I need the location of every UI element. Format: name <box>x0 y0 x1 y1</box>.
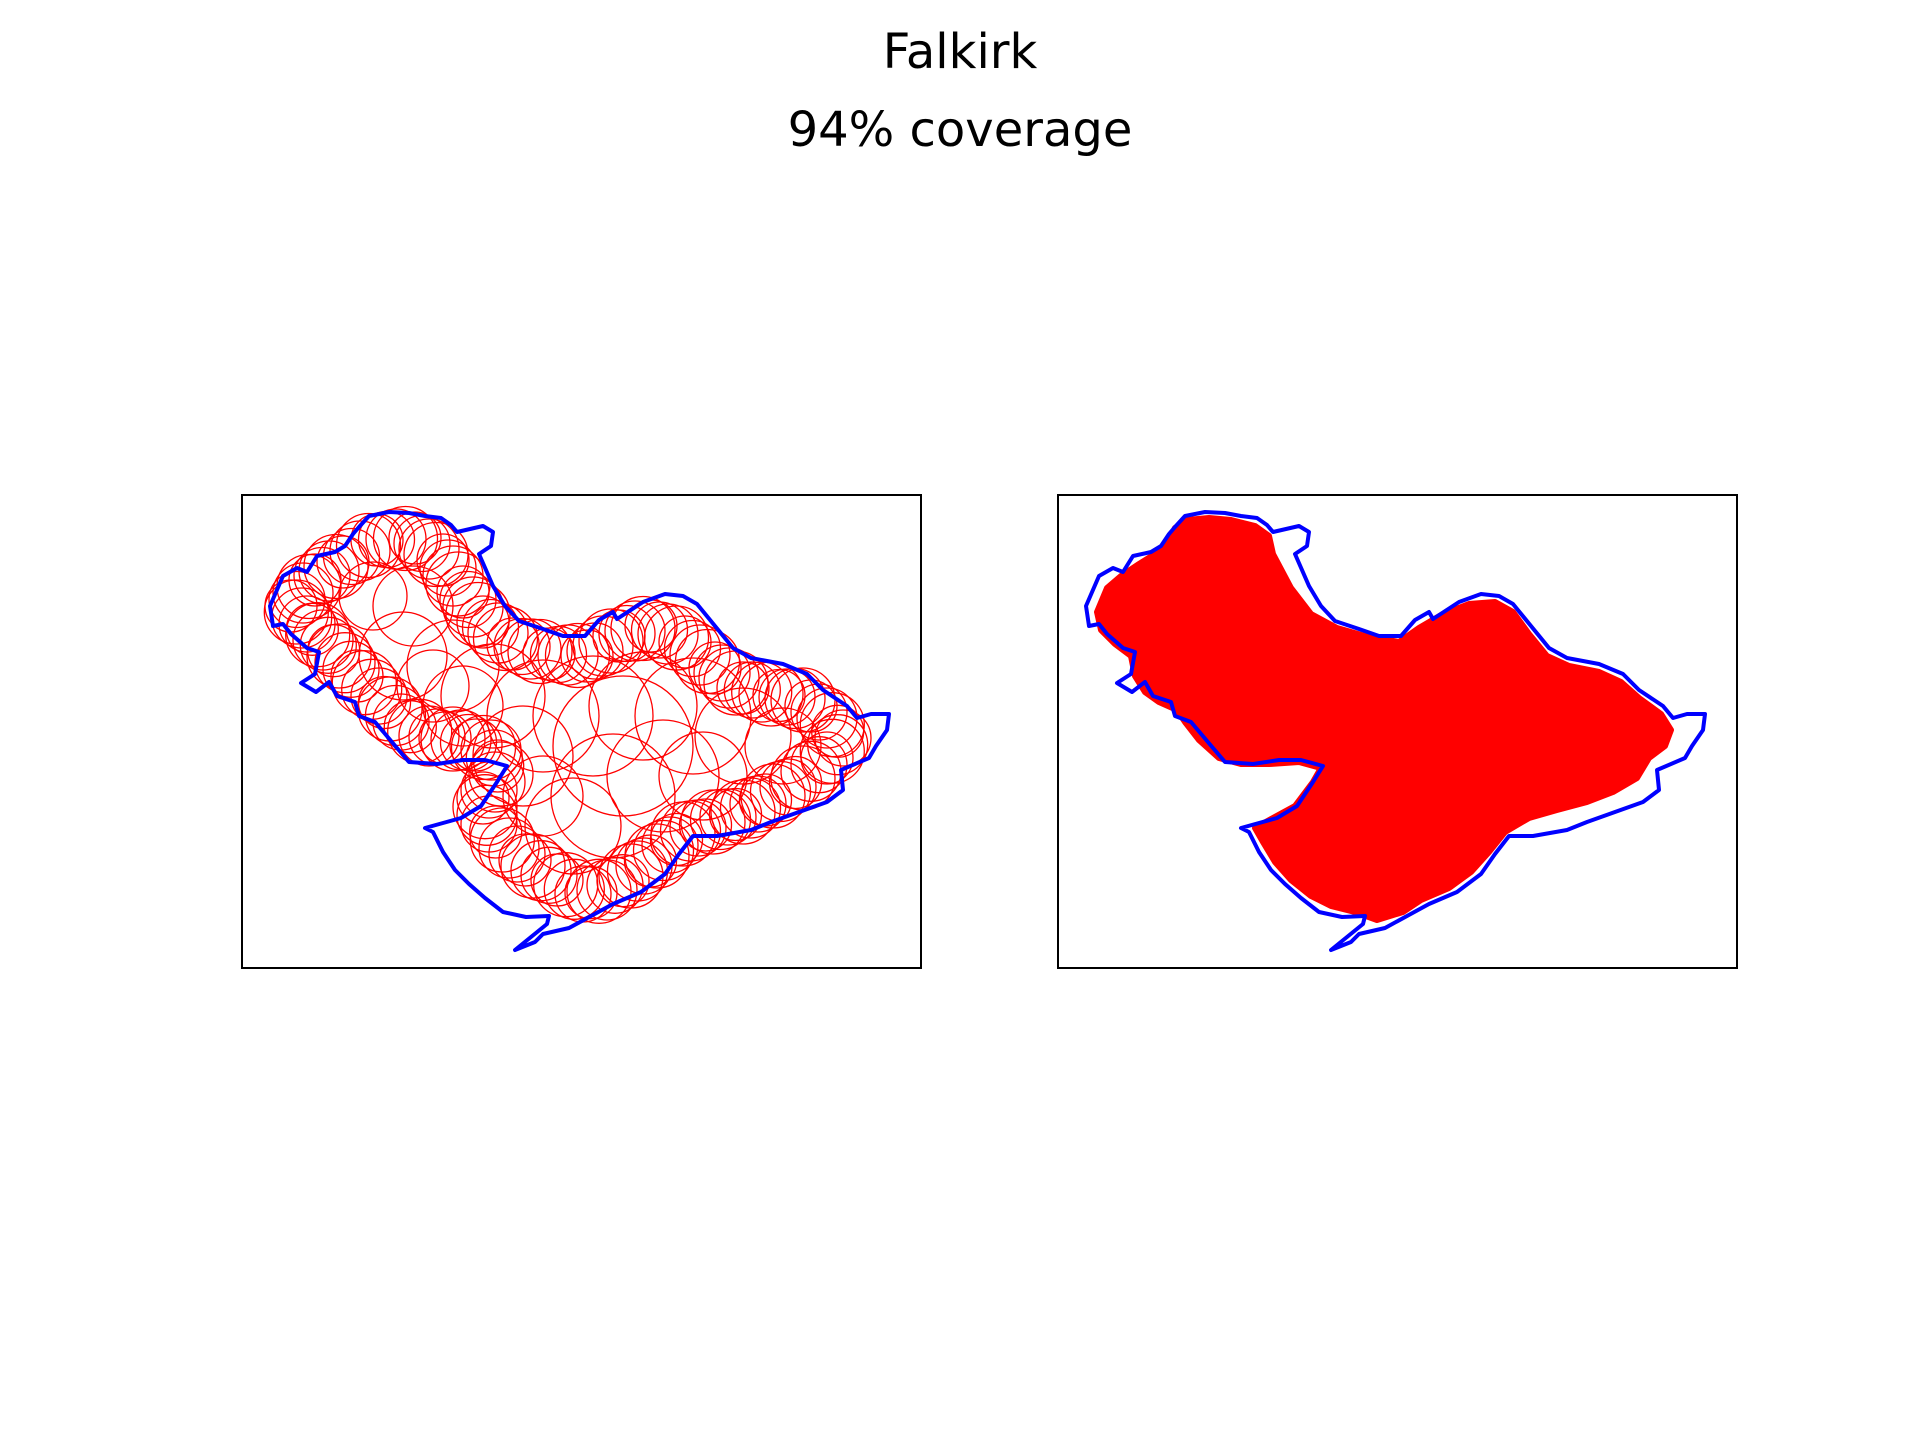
coverage-circle <box>699 788 757 846</box>
coverage-circle <box>552 675 694 817</box>
coverage-circle <box>372 565 454 647</box>
circles-map <box>263 505 891 952</box>
coverage-circle <box>693 644 751 702</box>
coverage-circle <box>314 632 376 694</box>
coverage-circle <box>335 512 402 579</box>
coverage-circle <box>532 655 654 777</box>
coverage-circle <box>524 777 622 875</box>
coverage-circle <box>800 731 854 785</box>
coverage-circle <box>634 657 752 775</box>
coverage-circle <box>588 651 698 761</box>
coverage-circle <box>632 819 695 882</box>
coverage-circle <box>507 618 573 685</box>
figure-subtitle: 94% coverage <box>787 102 1133 158</box>
coverage-circle <box>708 787 763 842</box>
coverage-circle <box>468 741 534 807</box>
coverage-circle <box>272 562 334 624</box>
coverage-circle <box>338 561 408 631</box>
filled-coverage-panel <box>1057 494 1738 969</box>
coverage-circle <box>530 853 584 907</box>
coverage-circle <box>449 718 503 772</box>
coverage-circle <box>716 661 770 715</box>
coverage-circle <box>598 604 656 663</box>
coverage-circle <box>768 755 823 810</box>
coverage-circle <box>502 755 584 837</box>
coverage-circle <box>322 640 380 698</box>
coverage-circle <box>510 840 572 902</box>
coverage-circle <box>610 595 676 662</box>
coverage-circle <box>450 714 517 781</box>
coverage-circle <box>306 623 372 689</box>
coverage-circle <box>630 601 689 659</box>
coverage-circle <box>586 856 644 914</box>
coverage-circle <box>566 858 632 924</box>
figure-title: Falkirk <box>882 24 1038 80</box>
coverage-circle <box>663 619 722 678</box>
coverage-circle <box>398 518 460 580</box>
coverage-circle <box>807 714 869 776</box>
coverage-circle <box>406 619 500 713</box>
coverage-circle <box>486 659 600 773</box>
falkirk-boundary <box>1084 510 1707 952</box>
coverage-circle <box>744 707 822 785</box>
coverage-circle <box>658 731 748 821</box>
circles-panel <box>241 494 922 969</box>
coverage-circle <box>710 779 776 845</box>
coverage-circle <box>298 540 360 602</box>
coverage-circle <box>689 788 752 851</box>
coverage-circle <box>452 774 518 840</box>
coverage-circle <box>572 615 634 677</box>
coverage-circle <box>669 799 727 857</box>
coverage-circle <box>729 775 787 833</box>
falkirk-boundary <box>268 510 891 952</box>
coverage-circle <box>488 825 546 883</box>
coverage-circle <box>467 602 529 664</box>
coverage-circle <box>436 565 490 619</box>
coverage-circle <box>472 705 574 807</box>
coverage-circle <box>456 771 510 825</box>
coverage-circle <box>641 816 699 874</box>
coverage-circle <box>498 833 552 887</box>
coverage-circle <box>550 733 676 859</box>
coverage-circle <box>288 553 342 607</box>
coverage-circle <box>263 579 329 645</box>
coverage-circle <box>578 608 644 674</box>
coverage-circle <box>694 687 792 785</box>
coverage-circle <box>606 719 720 833</box>
coverage-circle <box>358 611 448 701</box>
coverage-circle <box>493 617 551 676</box>
coverage-circle <box>688 641 742 695</box>
coverage-circle <box>460 719 522 781</box>
coverage-circle <box>604 600 666 662</box>
coverage-circle <box>388 511 442 565</box>
coverage-circle <box>471 739 525 793</box>
coverage-circle <box>543 858 605 920</box>
coverage-circle <box>419 539 477 597</box>
coverage-circle <box>439 713 498 772</box>
coverage-circle <box>719 777 782 839</box>
coverage-circle <box>500 618 562 680</box>
coverage-circle <box>814 709 872 767</box>
coverage-circle <box>680 789 746 855</box>
coverage-circle <box>372 505 439 572</box>
coverage-circle <box>292 609 354 671</box>
coverage-circle <box>440 643 546 749</box>
coverage-circle <box>723 661 781 719</box>
coverage-circles <box>263 505 872 924</box>
coverage-circle <box>500 833 566 899</box>
filled-coverage-map <box>1084 510 1707 952</box>
coverage-circle <box>416 533 470 587</box>
coverage-circle <box>396 649 470 723</box>
